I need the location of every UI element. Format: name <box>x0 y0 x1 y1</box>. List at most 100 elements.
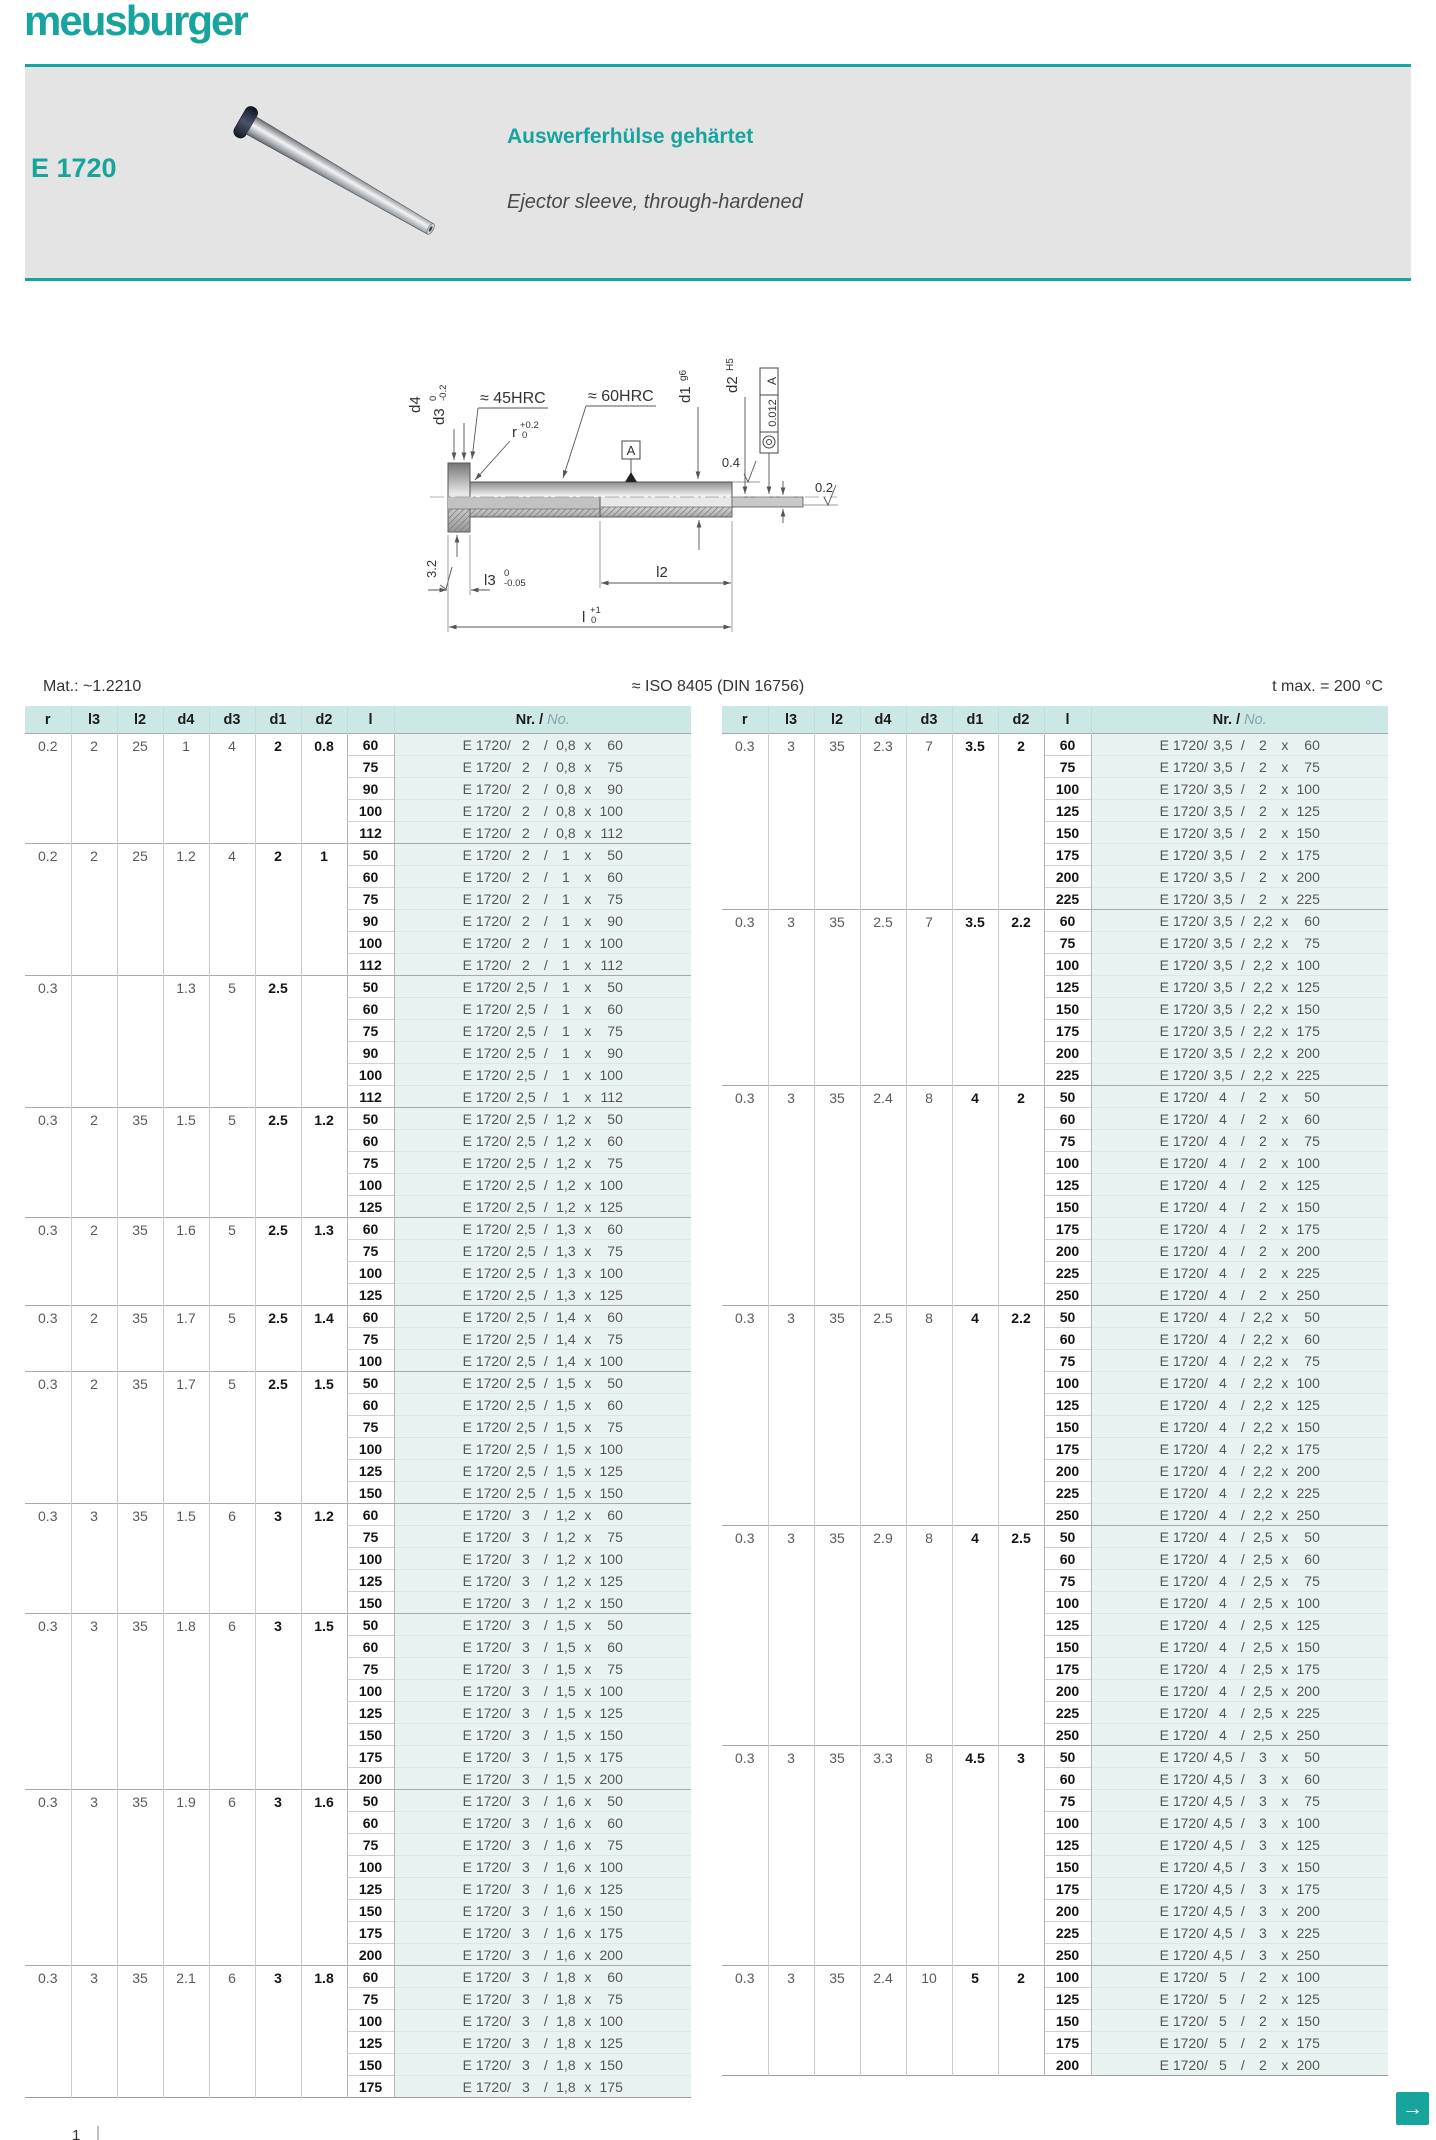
cell-l3: 3 <box>767 909 814 1086</box>
cell-order-number: E 1720/4/2,2 x 175 <box>1091 1437 1388 1460</box>
fcf-datum: A <box>765 377 779 385</box>
dim-l2: l2 <box>656 564 668 581</box>
cell-d3: 5 <box>208 1305 255 1372</box>
cell-d1: 2.5 <box>254 1371 301 1504</box>
cell-order-number: E 1720/4/2,2 x 125 <box>1091 1393 1388 1416</box>
cell-length: 200 <box>1043 1041 1092 1064</box>
cell-length: 60 <box>346 865 395 888</box>
cell-length: 50 <box>1043 1525 1092 1548</box>
table-row: 150 E 1720/4/2 x 150 <box>722 1195 1388 1218</box>
cell-r: 0.3 <box>722 1525 768 1746</box>
roughness-02: 0.2 <box>815 480 833 495</box>
table-row: 250 E 1720/4/2 x 250 <box>722 1283 1388 1306</box>
table-row: 200 E 1720/3,5/2,2 x 200 <box>722 1041 1388 1064</box>
cell-r: 0.3 <box>25 1503 71 1614</box>
cell-order-number: E 1720/5/2 x 125 <box>1091 1987 1388 2010</box>
cell-length: 100 <box>346 931 395 954</box>
cell-length: 250 <box>1043 1943 1092 1966</box>
cell-length: 200 <box>346 1767 395 1790</box>
cell-l3: 2 <box>70 1305 117 1372</box>
cell-order-number: E 1720/2,5/1,2 x 100 <box>394 1173 691 1196</box>
table-row: 75 E 1720/4/2,5 x 75 <box>722 1569 1388 1592</box>
cell-l3: 3 <box>767 1305 814 1526</box>
datum-triangle <box>625 472 637 482</box>
footer-divider <box>97 2126 99 2140</box>
next-page-button[interactable]: → <box>1396 2092 1429 2125</box>
cell-d2: 1.8 <box>300 1965 347 2098</box>
table-row: 100 E 1720/2/1 x 100 <box>25 931 691 954</box>
column-header-d2: d2 <box>300 706 347 734</box>
cell-length: 60 <box>346 1811 395 1834</box>
cell-order-number: E 1720/2/1 x 60 <box>394 865 691 888</box>
column-header-l: l <box>1043 706 1091 734</box>
cell-order-number: E 1720/4/2,5 x 50 <box>1091 1525 1388 1548</box>
table-row: 100 E 1720/3/1,8 x 100 <box>25 2009 691 2032</box>
cell-order-number: E 1720/4,5/3 x 225 <box>1091 1921 1388 1944</box>
cell-length: 150 <box>1043 1415 1092 1438</box>
cell-l2: 35 <box>116 1305 163 1372</box>
cell-l3: 3 <box>767 1745 814 1966</box>
roughness-04: 0.4 <box>722 455 740 470</box>
technical-drawing: d4 d3 0 -0.2 ≈ 45HRC ≈ 60HRC r +0.2 0 A … <box>407 358 838 632</box>
table-row: 150 E 1720/4/2,2 x 150 <box>722 1415 1388 1438</box>
cell-d1: 2.5 <box>254 1107 301 1218</box>
concentricity-icon <box>762 435 776 449</box>
cell-d3: 8 <box>905 1305 952 1526</box>
cell-r: 0.3 <box>722 733 768 910</box>
cell-length: 175 <box>1043 1437 1092 1460</box>
cell-order-number: E 1720/4/2,2 x 75 <box>1091 1349 1388 1372</box>
cell-length: 75 <box>346 1657 395 1680</box>
cell-order-number: E 1720/2/1 x 100 <box>394 931 691 954</box>
table-row: 60 E 1720/3/1,5 x 60 <box>25 1635 691 1658</box>
table-row: 75 E 1720/2,5/1 x 75 <box>25 1019 691 1042</box>
cell-length: 90 <box>346 909 395 932</box>
cell-length: 150 <box>1043 2009 1092 2032</box>
cell-l3: 3 <box>70 1789 117 1966</box>
cell-d3: 5 <box>208 975 255 1108</box>
cell-order-number: E 1720/4,5/3 x 75 <box>1091 1789 1388 1812</box>
cell-length: 50 <box>346 1371 395 1394</box>
cell-length: 75 <box>1043 931 1092 954</box>
table-row: 112 E 1720/2/0,8 x 112 <box>25 821 691 844</box>
cell-length: 200 <box>1043 1899 1092 1922</box>
column-header-d1: d1 <box>254 706 301 734</box>
cell-length: 75 <box>346 887 395 910</box>
cell-l2: 35 <box>116 1107 163 1218</box>
table-row: 125 E 1720/3,5/2,2 x 125 <box>722 975 1388 998</box>
cell-d3: 8 <box>905 1085 952 1306</box>
cell-order-number: E 1720/2,5/1 x 112 <box>394 1085 691 1108</box>
table-row: 225 E 1720/3,5/2 x 225 <box>722 887 1388 910</box>
table-row: 60 E 1720/4,5/3 x 60 <box>722 1767 1388 1790</box>
cell-d4: 1.3 <box>162 975 209 1108</box>
table-row: 150 E 1720/3/1,5 x 150 <box>25 1723 691 1746</box>
cell-d2: 2 <box>997 733 1044 910</box>
cell-length: 75 <box>346 1833 395 1856</box>
cell-order-number: E 1720/3/1,8 x 60 <box>394 1965 691 1988</box>
cell-order-number: E 1720/4/2,2 x 60 <box>1091 1327 1388 1350</box>
cell-order-number: E 1720/2,5/1,5 x 50 <box>394 1371 691 1394</box>
cell-r: 0.3 <box>25 1217 71 1306</box>
table-row: 100 E 1720/3/1,2 x 100 <box>25 1547 691 1570</box>
cell-l3: 3 <box>767 733 814 910</box>
cell-d2: 1.4 <box>300 1305 347 1372</box>
table-row: 75 E 1720/4/2 x 75 <box>722 1129 1388 1152</box>
cell-order-number: E 1720/2/0,8 x 112 <box>394 821 691 844</box>
cell-order-number: E 1720/2,5/1 x 75 <box>394 1019 691 1042</box>
cell-length: 75 <box>346 1151 395 1174</box>
cell-length: 75 <box>346 1415 395 1438</box>
cell-length: 200 <box>1043 2053 1092 2076</box>
table-row: 0.3 3 35 2.5 7 3.5 2.2 60 E 1720/3,5/2,2 x 60 <box>722 909 1388 1086</box>
cell-l3: 3 <box>70 1965 117 2098</box>
table-row: 0.3 2 35 1.5 5 2.5 1.2 50 E 1720/2,5/1,2 x 50 <box>25 1107 691 1218</box>
table-row: 175 E 1720/5/2 x 175 <box>722 2031 1388 2054</box>
table-row: 60 E 1720/2,5/1 x 60 <box>25 997 691 1020</box>
table-row: 175 E 1720/3/1,8 x 175 <box>25 2075 691 2098</box>
cell-length: 60 <box>346 997 395 1020</box>
cell-order-number: E 1720/4,5/3 x 250 <box>1091 1943 1388 1966</box>
column-header-l3: l3 <box>70 706 117 734</box>
cell-length: 50 <box>346 1789 395 1812</box>
cell-d3: 4 <box>208 843 255 976</box>
cell-order-number: E 1720/4/2,5 x 225 <box>1091 1701 1388 1724</box>
table-row: 250 E 1720/4/2,2 x 250 <box>722 1503 1388 1526</box>
